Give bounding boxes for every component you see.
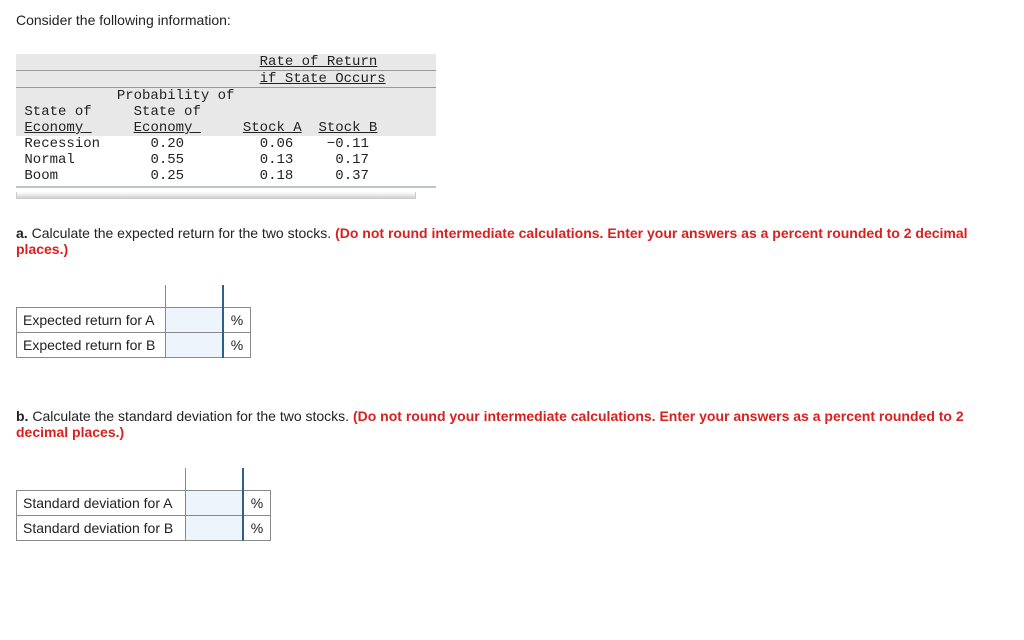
- label-exp-return-b: Expected return for B: [17, 333, 166, 358]
- col0-line3: Economy: [24, 120, 83, 136]
- row-state: Recession: [24, 136, 100, 152]
- input-stddev-b[interactable]: [186, 516, 242, 540]
- col1-line2: State of: [134, 104, 201, 120]
- percent-symbol: %: [243, 491, 271, 516]
- percent-symbol: %: [223, 308, 251, 333]
- input-stddev-a[interactable]: [186, 491, 242, 515]
- input-exp-return-b[interactable]: [166, 333, 222, 357]
- qb-text: Calculate the standard deviation for the…: [28, 408, 353, 424]
- col1-line1: Probability of: [117, 88, 235, 104]
- col3-hdr: Stock B: [319, 120, 378, 136]
- percent-symbol: %: [243, 516, 271, 541]
- label-exp-return-a: Expected return for A: [17, 308, 166, 333]
- col2-hdr: Stock A: [243, 120, 302, 136]
- row-b: 0.37: [335, 168, 369, 184]
- row-b: −0.11: [327, 136, 369, 152]
- percent-symbol: %: [223, 333, 251, 358]
- row-state: Boom: [24, 168, 58, 184]
- intro-text: Consider the following information:: [16, 12, 1008, 28]
- answer-table-b: Standard deviation for A % Standard devi…: [16, 468, 271, 541]
- row-a: 0.13: [260, 152, 294, 168]
- row-a: 0.06: [260, 136, 294, 152]
- row-a: 0.18: [260, 168, 294, 184]
- qa-text: Calculate the expected return for the tw…: [28, 225, 335, 241]
- qa-prefix: a.: [16, 225, 28, 241]
- table-ruler: [16, 192, 416, 199]
- row-prob: 0.55: [150, 152, 184, 168]
- answer-table-a: Expected return for A % Expected return …: [16, 285, 251, 358]
- question-a: a. Calculate the expected return for the…: [16, 225, 1008, 257]
- row-state: Normal: [24, 152, 74, 168]
- col0-line2: State of: [24, 104, 91, 120]
- label-stddev-b: Standard deviation for B: [17, 516, 186, 541]
- qb-prefix: b.: [16, 408, 28, 424]
- super-header-1: Rate of Return: [260, 54, 378, 70]
- row-b: 0.17: [335, 152, 369, 168]
- data-table: Rate of Return if State Occurs Probabili…: [16, 54, 436, 188]
- question-b: b. Calculate the standard deviation for …: [16, 408, 1008, 440]
- col1-line3: Economy: [134, 120, 193, 136]
- row-prob: 0.20: [150, 136, 184, 152]
- input-exp-return-a[interactable]: [166, 308, 222, 332]
- super-header-2: if State Occurs: [260, 71, 386, 87]
- row-prob: 0.25: [150, 168, 184, 184]
- label-stddev-a: Standard deviation for A: [17, 491, 186, 516]
